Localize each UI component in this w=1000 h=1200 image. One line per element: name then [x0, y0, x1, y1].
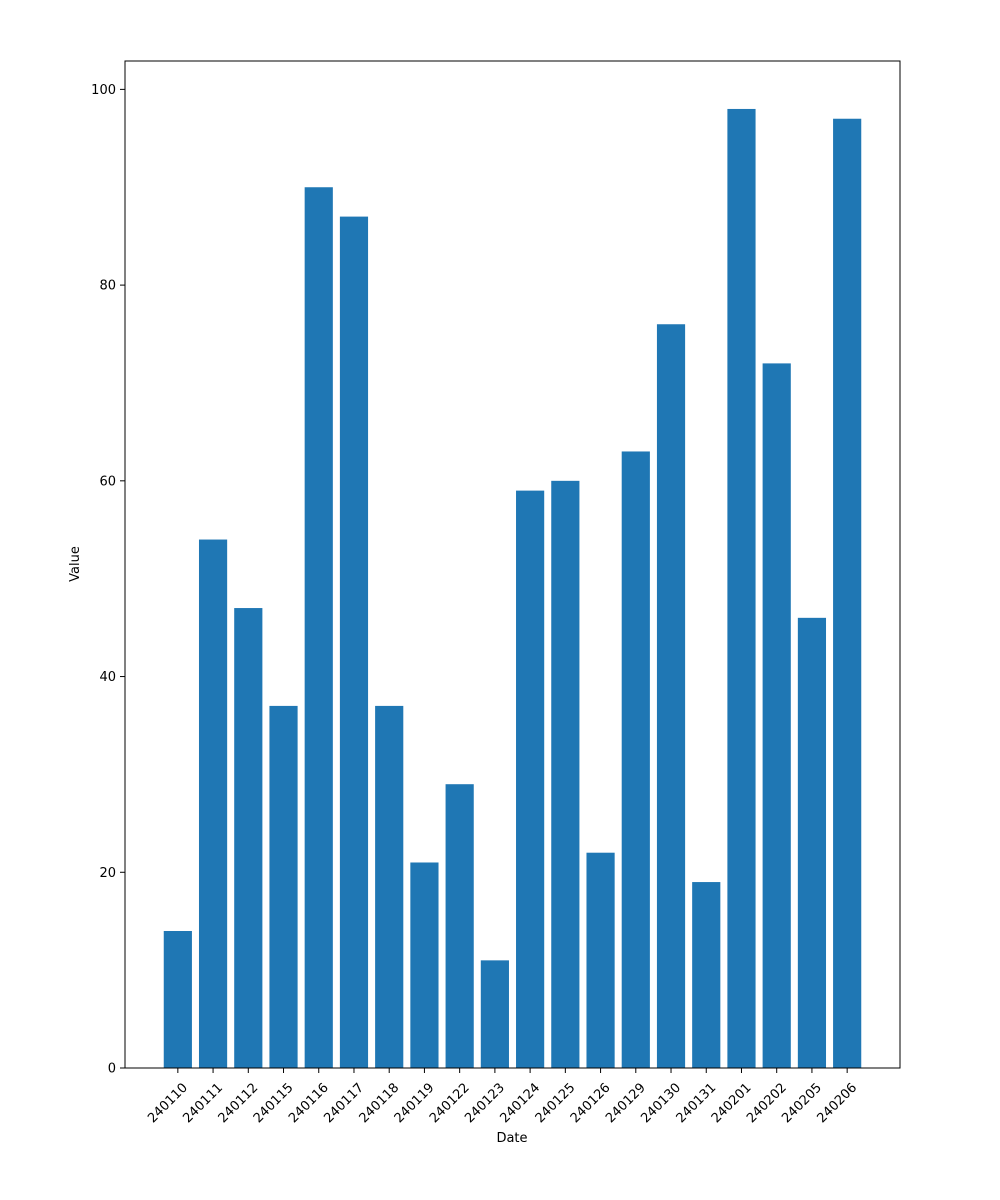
bar-240111 [198, 539, 228, 1068]
bar-240119 [410, 862, 439, 1068]
x-axis: 2401102401112401122401152401162401172401… [145, 1068, 860, 1126]
bar-240126 [586, 852, 615, 1068]
plot-frame [124, 60, 901, 1069]
bar-240116 [304, 187, 333, 1068]
y-tick-label: 60 [99, 474, 116, 489]
y-axis-label: Value [68, 546, 83, 582]
bar-240124 [516, 490, 545, 1068]
y-axis: 0 20 40 60 80 100 [91, 83, 125, 1077]
bar-240131 [692, 882, 721, 1068]
bar-240130 [656, 324, 686, 1068]
y-tick-label: 0 [108, 1062, 116, 1077]
bar-240205 [797, 617, 827, 1068]
bar-240123 [480, 960, 509, 1068]
y-tick-label: 40 [99, 670, 116, 685]
bar-240118 [375, 705, 404, 1068]
bar-240206 [833, 118, 862, 1068]
bar-240129 [621, 451, 650, 1069]
bar-240202 [762, 363, 791, 1069]
bar-240112 [234, 608, 263, 1068]
bar-240122 [445, 784, 474, 1068]
bar-240125 [551, 480, 580, 1068]
bars-group [163, 108, 862, 1069]
bar-240110 [163, 930, 192, 1068]
y-tick-label: 100 [91, 83, 116, 98]
x-tick-label: 240206 [815, 1080, 861, 1126]
bar-240115 [269, 705, 298, 1068]
bar-240201 [727, 108, 756, 1068]
bar-240117 [339, 216, 369, 1068]
x-axis-label: Date [496, 1131, 527, 1146]
y-tick-label: 80 [99, 279, 116, 294]
y-tick-label: 20 [99, 866, 116, 881]
